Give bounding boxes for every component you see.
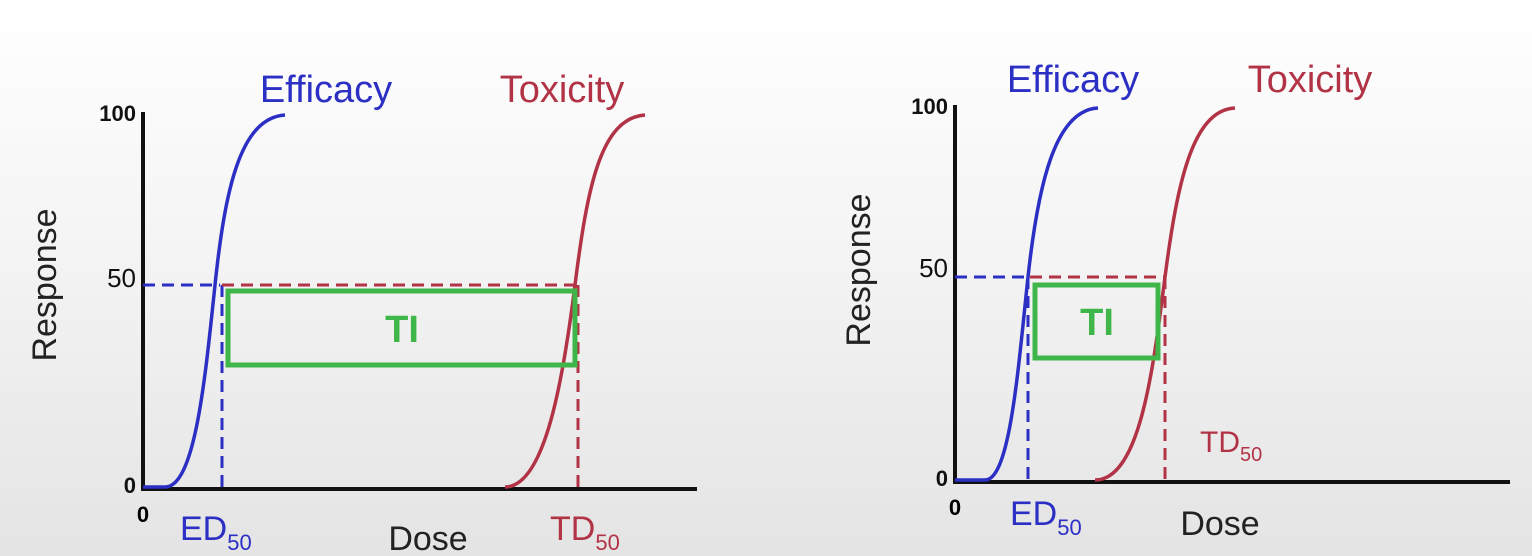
y-tick-label: 0	[124, 473, 136, 498]
x-origin-label: 0	[949, 495, 961, 520]
efficacy-curve	[955, 106, 1099, 482]
y-tick-label: 100	[99, 101, 136, 126]
y-axis-label: Response	[26, 208, 64, 361]
y-tick-label: 0	[936, 466, 948, 491]
ti-label: TI	[385, 309, 419, 351]
ti-label: TI	[1080, 302, 1114, 344]
y-tick-label: 50	[107, 263, 136, 293]
ed50-main: ED	[1010, 495, 1057, 533]
axes	[953, 105, 1510, 484]
y-tick-label: 50	[919, 253, 948, 283]
efficacy-curve	[143, 113, 286, 489]
x-origin-label: 0	[137, 502, 149, 527]
y-tick-label: 100	[911, 94, 948, 119]
ed50-label: ED50	[180, 510, 252, 555]
x-axis-label: Dose	[388, 520, 467, 556]
td50-main: TD	[550, 510, 595, 548]
td50-main: TD	[1200, 426, 1240, 459]
toxicity-curve	[504, 113, 646, 489]
ti-box	[225, 288, 578, 368]
ed50-label: ED50	[1010, 495, 1082, 540]
toxicity-label: Toxicity	[500, 69, 625, 111]
ed50-sub: 50	[1057, 515, 1081, 540]
ed50-sub: 50	[227, 530, 251, 555]
toxicity-curve	[1094, 106, 1236, 482]
panel-left: 100 50 0 0 Response Dose Efficacy Toxici…	[26, 69, 697, 556]
efficacy-label: Efficacy	[260, 69, 392, 111]
y-axis-label: Response	[840, 193, 878, 346]
td50-label: TD50	[1200, 426, 1262, 466]
efficacy-label: Efficacy	[1007, 59, 1139, 101]
ti-box	[1032, 282, 1161, 361]
ed50-main: ED	[180, 510, 227, 548]
td50-sub: 50	[595, 530, 619, 555]
toxicity-label: Toxicity	[1248, 59, 1373, 101]
axes	[141, 112, 697, 491]
panel-right: 100 50 0 0 Response Dose Efficacy Toxici…	[840, 59, 1510, 543]
td50-label: TD50	[550, 510, 620, 555]
x-axis-label: Dose	[1180, 505, 1259, 543]
td50-sub: 50	[1240, 444, 1262, 466]
